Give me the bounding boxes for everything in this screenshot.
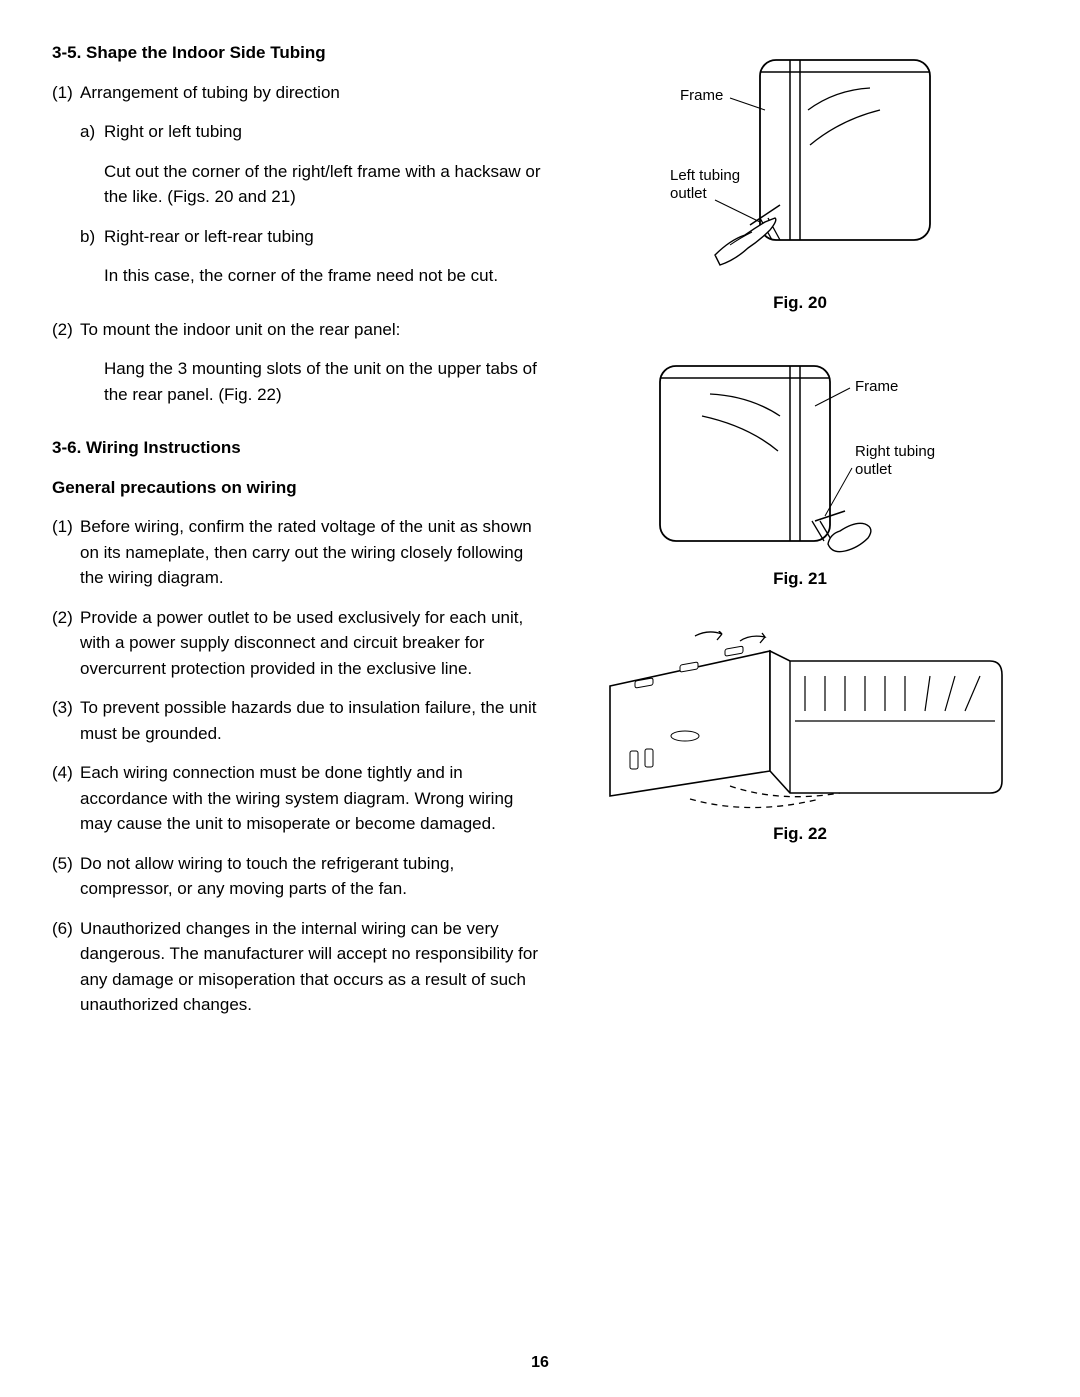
alpha-text: Right or left tubing (104, 119, 542, 145)
item-3-6-5: (5) Do not allow wiring to touch the ref… (52, 851, 542, 902)
list-3-6: (1) Before wiring, confirm the rated vol… (52, 514, 542, 1018)
figure-20-svg: Frame Left tubing outlet (660, 50, 940, 280)
item-text: To prevent possible hazards due to insul… (80, 695, 542, 746)
item-content: To mount the indoor unit on the rear pan… (80, 317, 542, 422)
item-3-5-1a: a) Right or left tubing Cut out the corn… (80, 119, 542, 210)
item-3-6-4: (4) Each wiring connection must be done … (52, 760, 542, 837)
alpha-list-3-5: a) Right or left tubing Cut out the corn… (80, 119, 542, 289)
right-column: Frame Left tubing outlet Fig. 20 (572, 40, 1028, 1032)
alpha-content: Right-rear or left-rear tubing In this c… (104, 224, 542, 289)
alpha-text: Right-rear or left-rear tubing (104, 224, 542, 250)
figure-22-svg (590, 631, 1010, 811)
item-num: (4) (52, 760, 80, 837)
fig21-outlet-label-2: outlet (855, 461, 893, 478)
item-3-6-1: (1) Before wiring, confirm the rated vol… (52, 514, 542, 591)
list-3-5: (1) Arrangement of tubing by direction a… (52, 80, 542, 422)
item-text: Before wiring, confirm the rated voltage… (80, 514, 542, 591)
page-number: 16 (0, 1351, 1080, 1375)
item-num: (2) (52, 605, 80, 682)
section-3-6-subtitle: General precautions on wiring (52, 475, 542, 501)
left-column: 3-5. Shape the Indoor Side Tubing (1) Ar… (52, 40, 542, 1032)
item-3-5-1b: b) Right-rear or left-rear tubing In thi… (80, 224, 542, 289)
item-text: Each wiring connection must be done tigh… (80, 760, 542, 837)
fig20-frame-label: Frame (680, 87, 723, 104)
alpha-content: Right or left tubing Cut out the corner … (104, 119, 542, 210)
item-num: (6) (52, 916, 80, 1018)
item-num: (2) (52, 317, 80, 422)
item-desc: Hang the 3 mounting slots of the unit on… (104, 356, 542, 407)
section-3-5-title: 3-5. Shape the Indoor Side Tubing (52, 40, 542, 66)
section-3-6-title: 3-6. Wiring Instructions (52, 435, 542, 461)
figure-20-caption: Fig. 20 (572, 290, 1028, 316)
alpha-label: a) (80, 119, 104, 210)
figure-22-caption: Fig. 22 (572, 821, 1028, 847)
item-text: Unauthorized changes in the internal wir… (80, 916, 542, 1018)
alpha-desc: In this case, the corner of the frame ne… (104, 263, 542, 289)
item-num: (3) (52, 695, 80, 746)
page-content: 3-5. Shape the Indoor Side Tubing (1) Ar… (0, 0, 1080, 1062)
fig21-outlet-label-1: Right tubing (855, 443, 935, 460)
item-3-6-3: (3) To prevent possible hazards due to i… (52, 695, 542, 746)
item-text: Do not allow wiring to touch the refrige… (80, 851, 542, 902)
alpha-desc: Cut out the corner of the right/left fra… (104, 159, 542, 210)
item-text: Provide a power outlet to be used exclus… (80, 605, 542, 682)
fig21-frame-label: Frame (855, 378, 898, 395)
fig20-outlet-label-2: outlet (670, 185, 708, 202)
item-3-5-2: (2) To mount the indoor unit on the rear… (52, 317, 542, 422)
figure-22-block: Fig. 22 (572, 631, 1028, 847)
fig20-outlet-label-1: Left tubing (670, 167, 740, 184)
item-3-5-1: (1) Arrangement of tubing by direction a… (52, 80, 542, 303)
alpha-label: b) (80, 224, 104, 289)
item-text: Arrangement of tubing by direction (80, 80, 542, 106)
figure-21-caption: Fig. 21 (572, 566, 1028, 592)
figure-20-block: Frame Left tubing outlet Fig. 20 (572, 50, 1028, 316)
figure-21-block: Frame Right tubing outlet Fig. 21 (572, 356, 1028, 592)
item-content: Arrangement of tubing by direction a) Ri… (80, 80, 542, 303)
item-3-6-2: (2) Provide a power outlet to be used ex… (52, 605, 542, 682)
item-num: (1) (52, 514, 80, 591)
item-text: To mount the indoor unit on the rear pan… (80, 317, 542, 343)
item-num: (5) (52, 851, 80, 902)
item-3-6-6: (6) Unauthorized changes in the internal… (52, 916, 542, 1018)
figure-21-svg: Frame Right tubing outlet (640, 356, 960, 556)
item-num: (1) (52, 80, 80, 303)
